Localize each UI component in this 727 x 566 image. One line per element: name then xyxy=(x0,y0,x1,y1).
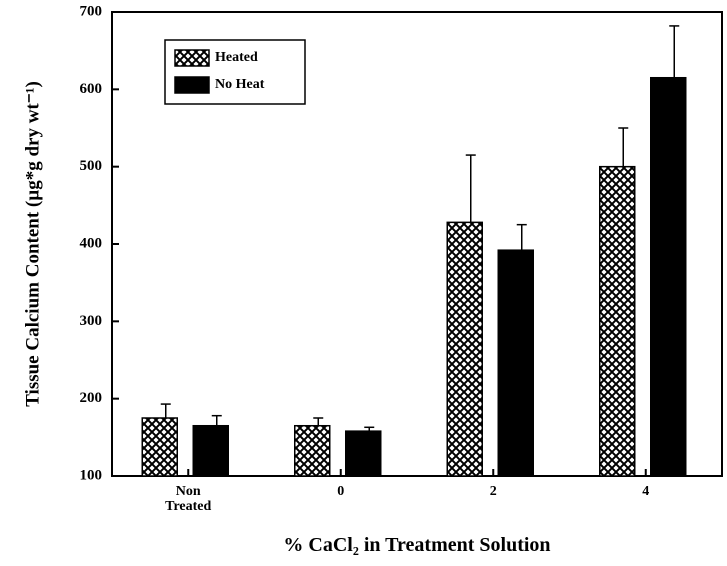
bar xyxy=(497,249,534,477)
legend-label: No Heat xyxy=(215,77,265,92)
bar xyxy=(446,221,483,477)
y-tick-label: 200 xyxy=(80,390,103,406)
bar xyxy=(192,424,229,477)
y-axis-label: Tissue Calcium Content (µg*g dry wt⁻¹) xyxy=(22,81,43,407)
y-tick-label: 600 xyxy=(80,81,103,97)
y-tick-label: 500 xyxy=(80,158,103,174)
bar xyxy=(650,76,687,477)
y-tick-label: 400 xyxy=(80,235,103,251)
y-tick-label: 100 xyxy=(80,467,103,483)
legend-label: Heated xyxy=(215,50,258,65)
x-tick-label: Non Treated xyxy=(165,484,212,514)
bar xyxy=(294,424,331,477)
bar xyxy=(599,165,636,477)
y-tick-label: 300 xyxy=(80,313,103,329)
legend-swatch xyxy=(174,49,210,67)
bar xyxy=(141,417,178,477)
legend-swatch xyxy=(174,76,210,94)
y-tick-label: 700 xyxy=(80,3,103,19)
x-tick-label: 0 xyxy=(337,484,345,499)
x-tick-label: 2 xyxy=(489,484,497,499)
x-axis-label: % CaCl₂ in Treatment Solution xyxy=(283,534,551,556)
bar xyxy=(345,430,382,477)
x-tick-label: 4 xyxy=(642,484,650,499)
